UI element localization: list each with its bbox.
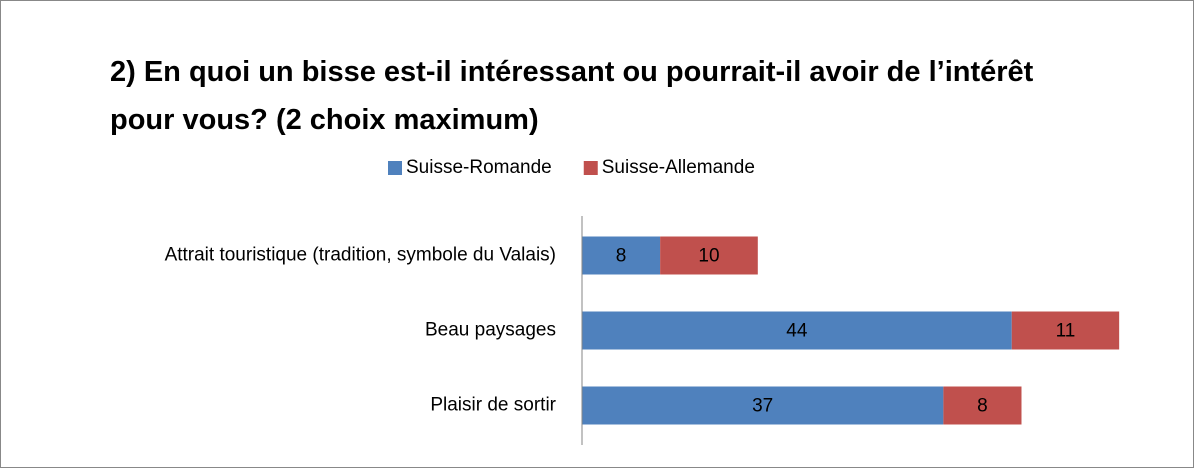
bar-segment [582, 386, 944, 425]
data-label: 11 [1056, 321, 1076, 342]
y-tick-label: Attrait touristique (tradition, symbole … [165, 245, 556, 266]
legend-label: Suisse-Allemande [602, 157, 755, 178]
bar-segment [943, 386, 1022, 425]
data-label: 44 [786, 321, 808, 342]
bar-segment [582, 311, 1012, 350]
data-label: 8 [616, 246, 627, 267]
y-tick-label: Plaisir de sortir [430, 395, 556, 416]
data-label: 37 [752, 396, 773, 417]
chart-title: 2) En quoi un bisse est-il intéressant o… [110, 56, 1034, 136]
y-tick-label: Beau paysages [425, 320, 556, 341]
bar-segment [660, 236, 758, 275]
legend-label: Suisse-Romande [406, 157, 552, 178]
data-label: 10 [698, 246, 719, 267]
legend-swatch [583, 161, 598, 175]
data-label: 8 [977, 396, 988, 417]
bar-segment [1011, 311, 1120, 350]
bar-segment [582, 236, 661, 275]
legend-swatch [388, 161, 402, 175]
